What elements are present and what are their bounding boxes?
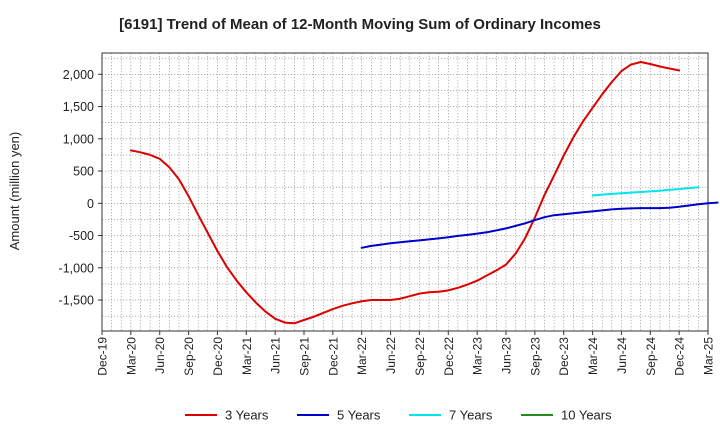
y-tick-label: 1,000 — [63, 132, 94, 146]
x-tick-label: Sep-22 — [413, 337, 427, 376]
x-tick-label: Sep-24 — [644, 337, 658, 376]
x-tick-label: Dec-19 — [96, 337, 110, 376]
series-line-7-years — [591, 186, 700, 197]
legend-label-7-years: 7 Years — [449, 408, 493, 423]
axes: -1,500 -1,000 -500 0 500 1,000 1,500 2,000 Dec-1… — [59, 52, 716, 376]
grid — [102, 53, 708, 331]
y-tick-label: 2,000 — [63, 68, 94, 82]
x-tick-label: Dec-24 — [673, 337, 687, 376]
x-tick-label: Jun-20 — [153, 337, 167, 374]
series-line-3-years — [129, 61, 681, 325]
series-line-5-years — [360, 201, 719, 249]
y-tick-label: 500 — [73, 165, 94, 179]
y-tick-label: 1,500 — [63, 100, 94, 114]
legend: 3 Years 5 Years 7 Years 10 Years — [185, 408, 612, 423]
x-tick-label: Mar-20 — [124, 337, 138, 375]
legend-label-10-years: 10 Years — [561, 408, 612, 423]
y-tick-label: -1,500 — [59, 294, 94, 308]
x-tick-label: Sep-20 — [182, 337, 196, 376]
x-tick-label: Jun-24 — [615, 337, 629, 374]
x-tick-label: Jun-22 — [384, 337, 398, 374]
x-tick-label: Dec-21 — [326, 337, 340, 376]
series-layer — [129, 61, 719, 325]
x-tick-label: Sep-21 — [298, 337, 312, 376]
y-tick-label: -500 — [69, 229, 94, 243]
x-tick-label: Dec-23 — [557, 337, 571, 376]
x-tick-label: Jun-21 — [269, 337, 283, 374]
legend-label-5-years: 5 Years — [337, 408, 381, 423]
x-tick-label: Dec-20 — [211, 337, 225, 376]
y-axis-label: Amount (million yen) — [7, 132, 22, 251]
x-tick-label: Mar-23 — [471, 337, 485, 375]
x-tick-label: Mar-25 — [702, 337, 716, 375]
y-tick-label: -1,000 — [59, 261, 94, 275]
x-tick-label: Jun-23 — [500, 337, 514, 374]
legend-label-3-years: 3 Years — [225, 408, 269, 423]
x-tick-label: Sep-23 — [528, 337, 542, 376]
x-tick-label: Mar-22 — [355, 337, 369, 375]
x-tick-label: Mar-24 — [586, 337, 600, 375]
y-tick-label: 0 — [87, 197, 94, 211]
chart-title: [6191] Trend of Mean of 12-Month Moving … — [119, 16, 601, 33]
x-tick-label: Dec-22 — [442, 337, 456, 376]
plot-frame — [101, 52, 709, 332]
x-tick-label: Mar-21 — [240, 337, 254, 375]
